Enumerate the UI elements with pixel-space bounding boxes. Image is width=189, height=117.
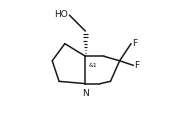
Text: F: F bbox=[132, 39, 137, 48]
Text: F: F bbox=[135, 61, 140, 70]
Text: &1: &1 bbox=[89, 63, 98, 68]
Text: HO: HO bbox=[54, 10, 68, 19]
Text: N: N bbox=[82, 89, 89, 98]
